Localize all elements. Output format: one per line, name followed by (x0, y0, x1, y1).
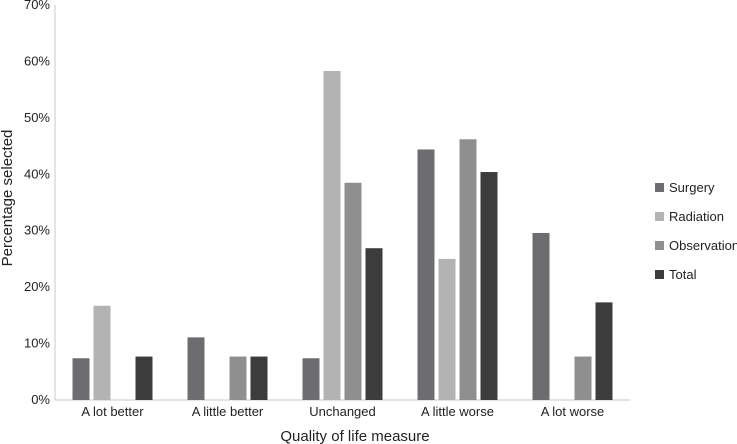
y-tick-label: 60% (24, 53, 50, 68)
legend-swatch-surgery (655, 183, 664, 192)
bar-observation-a-little-better (229, 356, 247, 400)
bar-total-unchanged (365, 248, 383, 400)
bar-surgery-a-lot-worse (532, 232, 550, 400)
bar-radiation-a-little-worse (438, 258, 456, 400)
bar-total-a-little-better (250, 356, 268, 400)
legend-label-surgery: Surgery (669, 180, 715, 195)
legend-label-observation: Observation (669, 238, 737, 253)
y-tick-label: 20% (24, 279, 50, 294)
bar-observation-unchanged (344, 182, 362, 400)
legend-swatch-total (655, 270, 664, 279)
legend-label-radiation: Radiation (669, 209, 724, 224)
x-tick-label: A lot worse (541, 404, 605, 419)
bar-observation-a-little-worse (459, 139, 477, 401)
y-tick-label: 30% (24, 223, 50, 238)
x-axis: A lot better A little better Unchanged A li… (55, 399, 630, 419)
bar-radiation-a-lot-better (93, 305, 111, 400)
y-tick-label: 50% (24, 110, 50, 125)
legend-label-total: Total (669, 267, 697, 282)
bar-surgery-a-lot-better (72, 358, 90, 400)
bar-total-a-little-worse (480, 172, 498, 400)
legend: Surgery Radiation Observation Total (655, 180, 737, 282)
x-tick-label: Unchanged (309, 404, 376, 419)
x-axis-title: Quality of life measure (280, 428, 429, 444)
bar-total-a-lot-worse (595, 302, 613, 400)
y-axis: 0% 10% 20% 30% 40% 50% 60% 70% (24, 0, 56, 407)
bar-observation-a-lot-worse (574, 356, 592, 400)
x-tick-label: A little worse (421, 404, 494, 419)
legend-swatch-radiation (655, 212, 664, 221)
y-tick-label: 0% (31, 392, 50, 407)
x-tick-label: A lot better (81, 404, 144, 419)
bar-surgery-a-little-worse (417, 149, 435, 400)
bars (72, 71, 613, 401)
legend-swatch-observation (655, 241, 664, 250)
y-tick-label: 70% (24, 0, 50, 12)
bar-total-a-lot-better (135, 356, 153, 400)
bar-surgery-a-little-better (187, 337, 205, 400)
y-tick-label: 10% (24, 336, 50, 351)
x-tick-label: A little better (192, 404, 264, 419)
y-tick-label: 40% (24, 166, 50, 181)
bar-radiation-unchanged (323, 71, 341, 401)
y-axis-title: Percentage selected (0, 130, 16, 267)
bar-surgery-unchanged (302, 358, 320, 400)
